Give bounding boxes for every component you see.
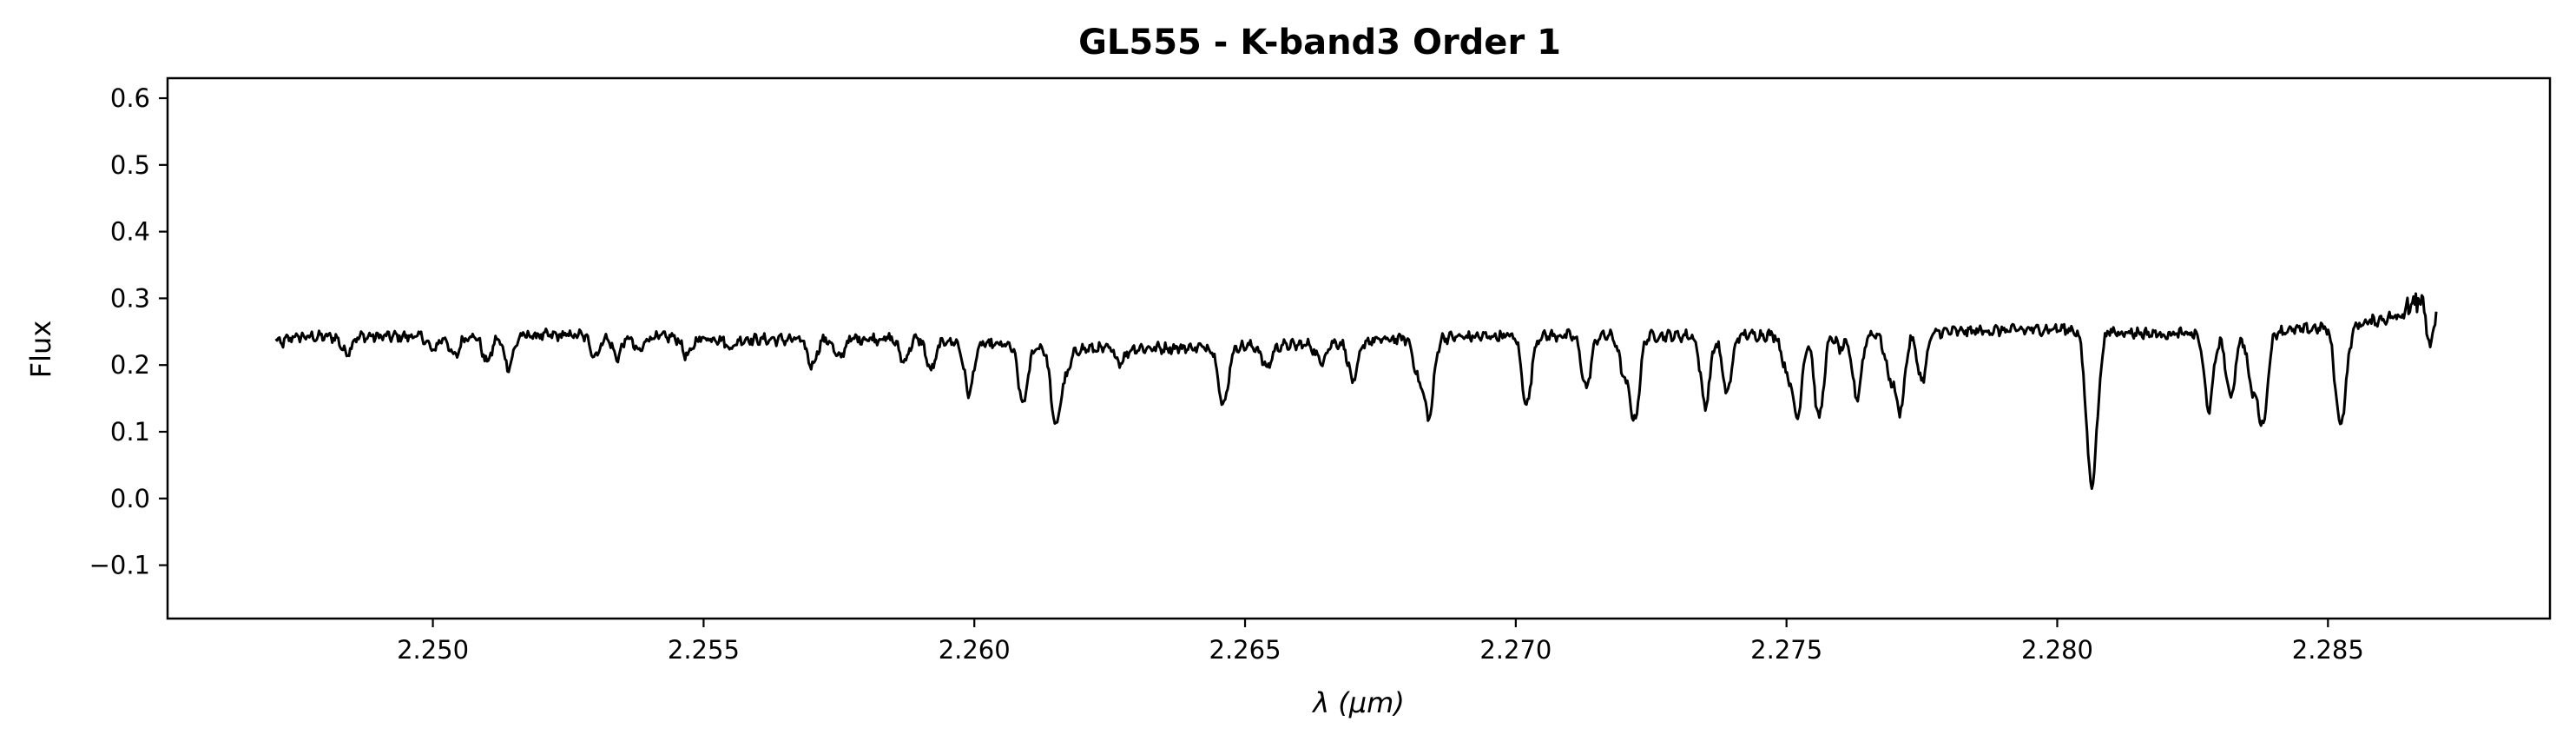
y-tick-label: 0.2 [110, 350, 150, 380]
x-tick-label: 2.260 [939, 635, 1011, 665]
y-tick-label: 0.6 [110, 83, 150, 113]
x-tick-label: 2.265 [1209, 635, 1281, 665]
y-tick-label: 0.3 [110, 283, 150, 313]
y-tick-label: −0.1 [89, 551, 150, 580]
x-tick-label: 2.255 [668, 635, 740, 665]
y-tick-label: 0.0 [110, 484, 150, 513]
plot-frame [166, 76, 2552, 620]
x-tick-label: 2.250 [397, 635, 469, 665]
x-tick-label: 2.275 [1750, 635, 1822, 665]
x-tick-label: 2.270 [1479, 635, 1552, 665]
y-tick-label: 0.1 [110, 417, 150, 447]
y-axis-label: Flux [24, 321, 57, 379]
plot-area: 2.250 2.255 2.260 2.265 2.270 2.275 2.280 2.285… [89, 76, 2552, 665]
y-tick-label: 0.5 [110, 150, 150, 180]
y-tick-label: 0.4 [110, 217, 150, 247]
x-tick-label: 2.285 [2292, 635, 2364, 665]
chart-title: GL555 - K-band3 Order 1 [1078, 23, 1561, 63]
flux-line [274, 292, 2438, 490]
x-tick-label: 2.280 [2021, 635, 2093, 665]
x-axis-label: λ (μm) [1311, 686, 1405, 719]
